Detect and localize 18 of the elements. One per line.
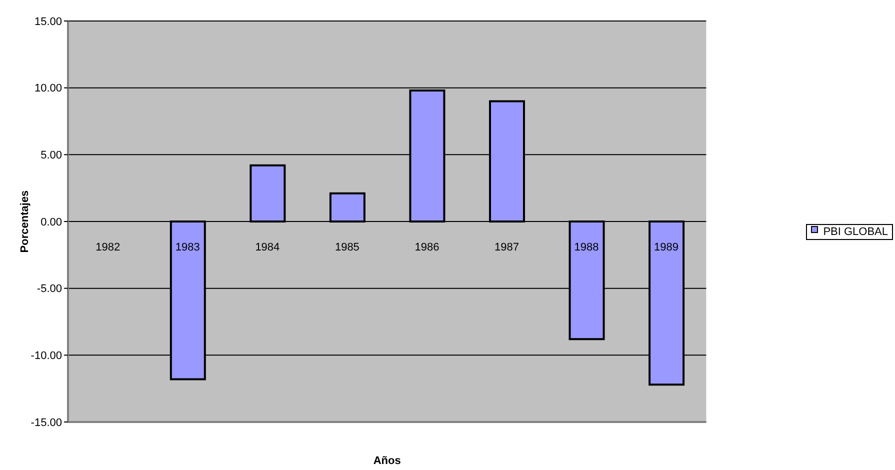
y-tick-label: 0.00 [40,216,62,228]
y-tick-label: 10.00 [34,82,62,95]
x-tick-label: 1982 [96,242,120,254]
x-tick-label: 1985 [334,242,360,254]
y-tick-label: -15.00 [30,416,62,429]
x-tick-label: 1983 [175,242,200,254]
y-tick-label: 15.00 [34,16,62,28]
x-tick-label: 1988 [574,242,599,254]
y-tick-label: -10.00 [30,350,62,362]
x-tick-label: 1984 [255,242,280,254]
x-axis-title: Años [373,455,401,467]
x-tick-label: 1989 [654,242,679,254]
y-tick-label: 5.00 [40,150,62,162]
x-tick-label: 1987 [494,242,519,254]
legend-label: PBI GLOBAL [822,226,888,238]
y-tick-label: -5.00 [36,283,62,296]
y-axis-title: Porcentajes [18,190,31,253]
x-tick-label: 1986 [414,242,440,254]
